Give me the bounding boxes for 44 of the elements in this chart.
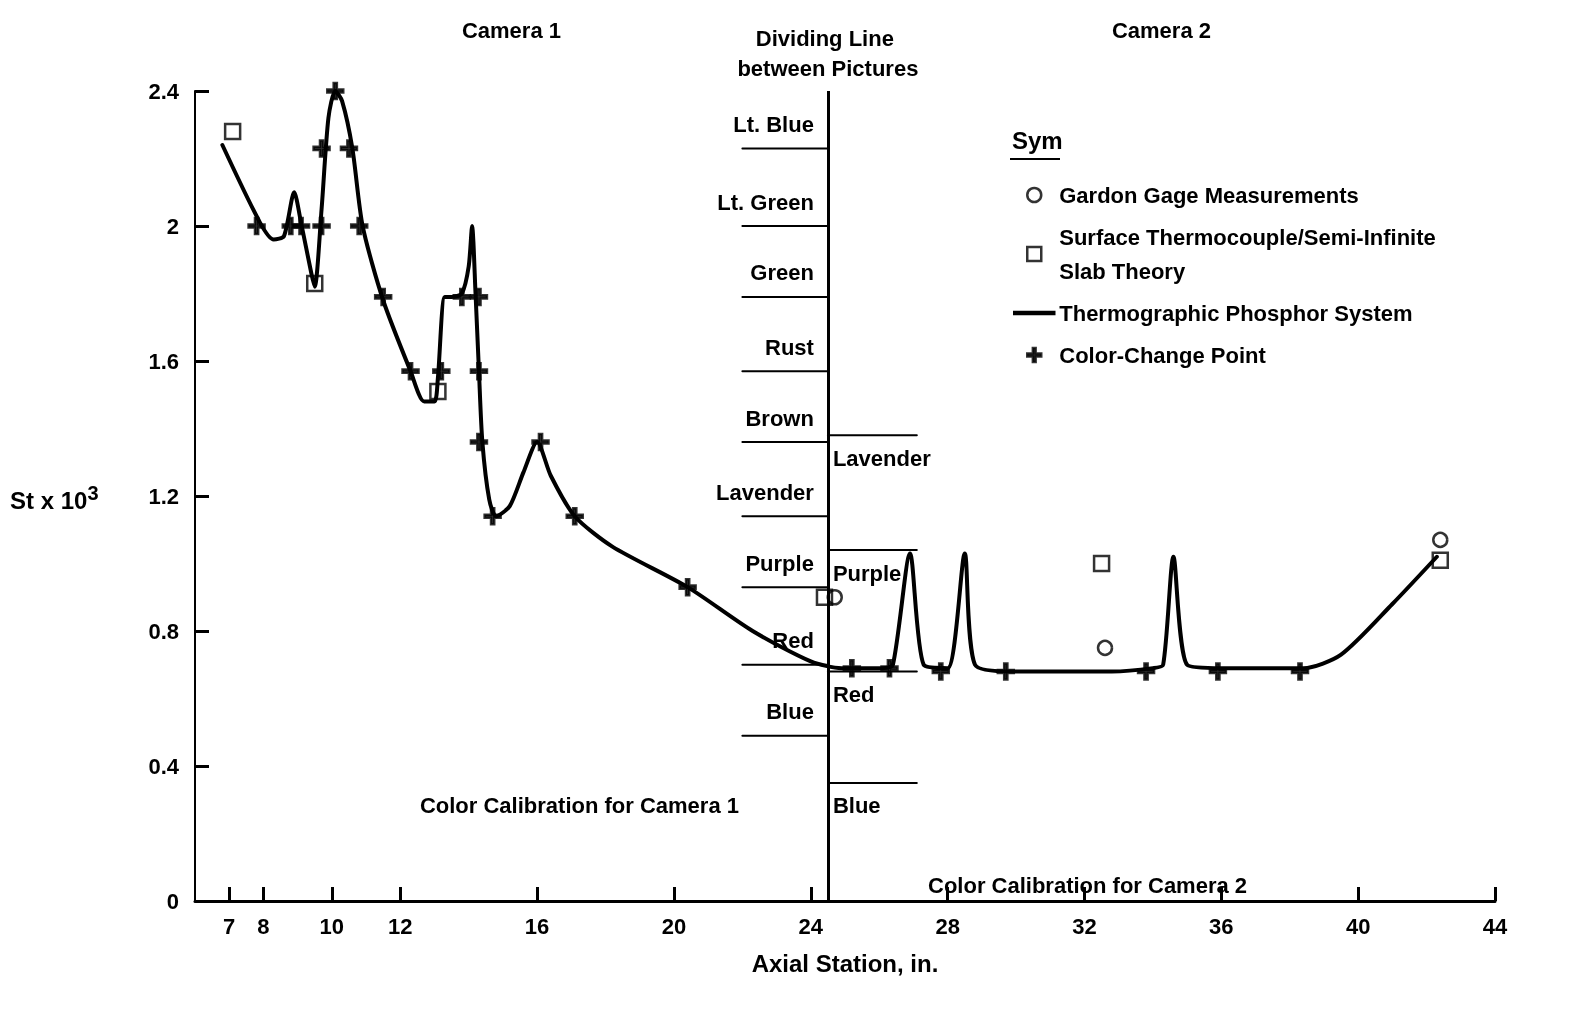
x-tick-label: 12 bbox=[388, 913, 413, 939]
x-tick-label: 20 bbox=[661, 913, 687, 939]
y-tick-label: 0.8 bbox=[148, 618, 179, 644]
x-tick-label: 28 bbox=[935, 913, 960, 939]
text: Camera 2 bbox=[1111, 17, 1211, 43]
ref-line-label: Dividing Line between Pictures bbox=[737, 25, 919, 81]
legend-label: Thermographic Phosphor System bbox=[1059, 300, 1413, 326]
x-tick-label: 40 bbox=[1345, 913, 1371, 939]
x-tick-label: 24 bbox=[798, 913, 824, 939]
y-tick-label: 0.4 bbox=[148, 753, 180, 779]
y-tick-label: 1.6 bbox=[148, 348, 179, 374]
series-label: Brown bbox=[745, 405, 814, 431]
x-tick-label: 7 bbox=[223, 913, 236, 939]
series-label: Blue bbox=[766, 699, 814, 725]
y-tick-label: 2 bbox=[166, 213, 179, 239]
series-label: Lt. Blue bbox=[733, 111, 814, 137]
series-label: Lavender bbox=[716, 479, 815, 505]
annotation: Color Calibration for Camera 2 bbox=[928, 872, 1248, 898]
x-axis-title: Axial Station, in. bbox=[751, 949, 939, 977]
y-tick-label: 1.2 bbox=[148, 483, 179, 509]
legend-title: Sym bbox=[1012, 126, 1063, 154]
y-axis-title: St x 10$^{3}$ bbox=[10, 482, 99, 515]
legend-label: Gardon Gage Measurements bbox=[1059, 182, 1359, 208]
x-tick-label: 16 bbox=[524, 913, 550, 939]
series-label: Red bbox=[832, 682, 875, 707]
x-tick-label: 10 bbox=[319, 913, 345, 939]
x-tick-label: 44 bbox=[1482, 913, 1508, 939]
text: Camera 1 bbox=[461, 17, 561, 43]
series-label: Red bbox=[772, 628, 814, 654]
y-tick-label: 2.4 bbox=[148, 78, 180, 104]
x-tick-label: 32 bbox=[1072, 913, 1097, 939]
series-label: Green bbox=[750, 260, 814, 286]
x-tick-label: 8 bbox=[257, 913, 270, 939]
annotation: Color Calibration for Camera 1 bbox=[419, 792, 739, 818]
legend-label: Color-Change Point bbox=[1059, 342, 1267, 368]
series-label: Purple bbox=[832, 560, 902, 586]
y-tick-label: 0 bbox=[166, 888, 179, 914]
series-label: Lt. Green bbox=[717, 189, 814, 215]
series-label: Rust bbox=[765, 334, 815, 360]
series-label: Blue bbox=[832, 793, 881, 819]
series-label: Purple bbox=[745, 550, 814, 576]
x-tick-label: 36 bbox=[1209, 913, 1234, 939]
series-label: Lavender bbox=[832, 445, 932, 471]
legend-label: Surface Thermocouple/Semi-Infinite Slab Theory bbox=[1059, 224, 1442, 284]
